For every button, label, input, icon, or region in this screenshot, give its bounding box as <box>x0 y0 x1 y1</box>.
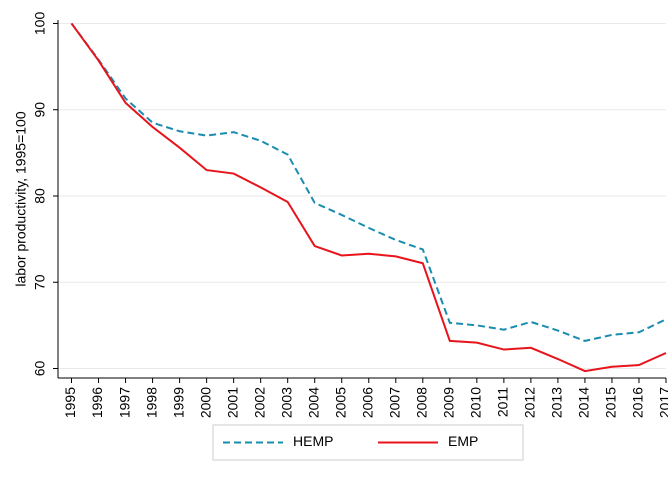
x-tick-label: 1995 <box>62 387 78 418</box>
x-tick-label: 2003 <box>278 387 294 418</box>
x-tick-label: 1996 <box>89 387 105 418</box>
y-tick-label: 60 <box>32 361 48 377</box>
y-tick-label: 70 <box>32 274 48 290</box>
x-tick-label: 2014 <box>576 387 592 418</box>
x-tick-label: 2002 <box>251 387 267 418</box>
x-tick-label: 2017 <box>657 387 668 418</box>
x-tick-label: 2000 <box>197 387 213 418</box>
legend-label: HEMP <box>293 433 333 449</box>
series-line <box>70 22 667 342</box>
series-line <box>70 22 667 373</box>
y-tick-label: 100 <box>32 12 48 36</box>
x-tick-label: 1998 <box>143 387 159 418</box>
x-tick-label: 2006 <box>359 387 375 418</box>
x-tick-label: 2010 <box>468 387 484 418</box>
x-tick-label: 1999 <box>170 387 186 418</box>
x-tick-label: 2008 <box>414 387 430 418</box>
x-tick-label: 2016 <box>630 387 646 418</box>
y-tick-label: 90 <box>32 102 48 118</box>
legend-box <box>212 424 524 461</box>
x-tick-label: 1997 <box>116 387 132 418</box>
y-tick-label: 80 <box>32 188 48 204</box>
x-tick-label: 2007 <box>386 387 402 418</box>
x-tick-label: 2004 <box>305 387 321 418</box>
x-tick-label: 2015 <box>603 387 619 418</box>
x-tick-label: 2011 <box>495 387 511 417</box>
x-tick-label: 2009 <box>441 387 457 418</box>
x-tick-label: 2001 <box>224 387 240 418</box>
legend-label: EMP <box>448 433 478 449</box>
x-tick-label: 2005 <box>332 387 348 418</box>
x-tick-label: 2013 <box>549 387 565 418</box>
x-tick-label: 2012 <box>522 387 538 418</box>
y-axis-label: labor productivity, 1995=100 <box>13 111 29 286</box>
